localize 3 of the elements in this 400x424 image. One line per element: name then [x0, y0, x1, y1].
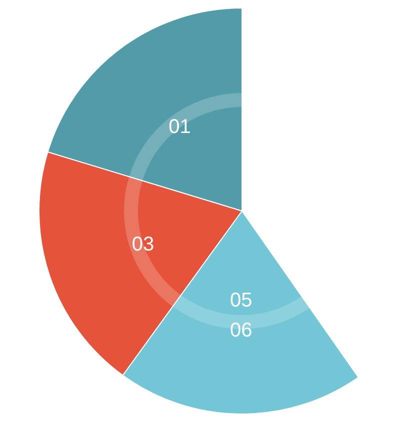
slice-label: 05 06 — [230, 289, 252, 342]
slice-label: 03 — [132, 233, 154, 256]
slice-label: 01 — [168, 116, 191, 138]
